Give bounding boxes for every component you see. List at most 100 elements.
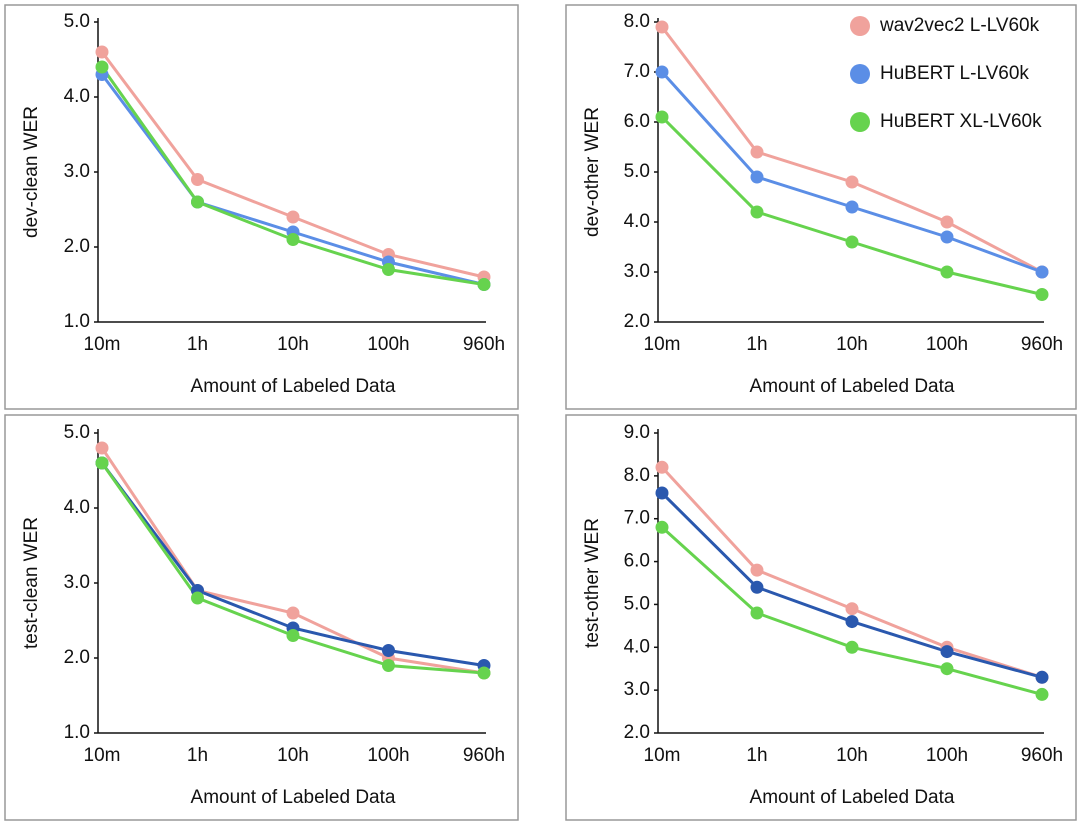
- series-line: [100, 66, 485, 286]
- y-tick-label: 1.0: [64, 311, 90, 332]
- y-axis-label: test-other WER: [582, 518, 603, 648]
- y-tick-label: 6.0: [624, 111, 650, 132]
- data-point: [477, 666, 491, 680]
- x-tick-label: 100h: [367, 745, 409, 766]
- y-tick-label: 4.0: [64, 497, 90, 518]
- data-point: [655, 110, 669, 124]
- legend-marker: [850, 16, 870, 36]
- x-tick-label: 1h: [746, 745, 767, 766]
- data-point: [845, 235, 859, 249]
- data-point: [655, 520, 669, 534]
- data-point: [750, 170, 764, 184]
- data-point: [750, 145, 764, 159]
- y-tick-label: 3.0: [64, 161, 90, 182]
- data-point: [655, 486, 669, 500]
- x-tick-label: 960h: [463, 334, 505, 355]
- y-tick-label: 2.0: [624, 722, 650, 743]
- y-tick-label: 8.0: [624, 465, 650, 486]
- data-point: [845, 640, 859, 654]
- series-line: [100, 73, 485, 286]
- panel-frame: [4, 4, 519, 410]
- data-point: [940, 645, 954, 659]
- y-tick-label: 4.0: [624, 211, 650, 232]
- y-tick-label: 2.0: [64, 236, 90, 257]
- data-point: [655, 20, 669, 34]
- legend-label: HuBERT XL-LV60k: [880, 111, 1042, 132]
- data-point: [286, 629, 300, 642]
- data-point: [940, 230, 954, 244]
- y-tick-label: 1.0: [64, 722, 90, 743]
- x-tick-label: 960h: [463, 745, 505, 766]
- x-tick-label: 960h: [1021, 334, 1063, 355]
- data-point: [655, 460, 669, 474]
- x-tick-label: 10m: [84, 334, 121, 355]
- x-tick-label: 100h: [367, 334, 409, 355]
- y-axis-label: dev-other WER: [582, 107, 603, 237]
- data-point: [382, 644, 395, 657]
- y-tick-label: 7.0: [624, 508, 650, 529]
- panel-frame: [4, 414, 519, 821]
- data-point: [1035, 265, 1049, 279]
- legend-label: HuBERT L-LV60k: [880, 63, 1029, 84]
- y-tick-label: 2.0: [624, 311, 650, 332]
- x-axis-label: Amount of Labeled Data: [750, 376, 955, 397]
- data-point: [1035, 288, 1049, 301]
- data-point: [191, 591, 204, 605]
- data-point: [845, 175, 859, 189]
- data-point: [750, 205, 764, 219]
- x-tick-label: 960h: [1021, 745, 1063, 766]
- x-tick-label: 1h: [187, 745, 208, 766]
- panel-frame: [565, 4, 1077, 410]
- data-point: [845, 602, 859, 616]
- data-point: [191, 173, 204, 186]
- legend-marker: [850, 112, 870, 132]
- data-point: [95, 60, 109, 74]
- y-tick-label: 4.0: [64, 86, 90, 107]
- y-tick-label: 7.0: [624, 61, 650, 82]
- data-point: [286, 233, 300, 246]
- x-axis-label: Amount of Labeled Data: [191, 376, 396, 397]
- y-tick-label: 2.0: [64, 647, 90, 668]
- x-tick-label: 1h: [187, 334, 208, 355]
- data-point: [940, 215, 954, 229]
- x-tick-label: 10h: [277, 745, 309, 766]
- legend-label: wav2vec2 L-LV60k: [879, 15, 1040, 36]
- x-axis-label: Amount of Labeled Data: [750, 787, 955, 808]
- x-tick-label: 10h: [836, 745, 868, 766]
- data-point: [286, 210, 300, 224]
- y-tick-label: 5.0: [624, 161, 650, 182]
- y-axis-label: dev-clean WER: [21, 106, 42, 238]
- data-point: [750, 606, 764, 620]
- x-tick-label: 10m: [644, 334, 681, 355]
- y-tick-label: 3.0: [624, 679, 650, 700]
- data-point: [1035, 687, 1049, 701]
- x-tick-label: 10m: [644, 745, 681, 766]
- data-point: [750, 580, 764, 594]
- y-tick-label: 5.0: [64, 422, 90, 443]
- x-tick-label: 1h: [746, 334, 767, 355]
- data-point: [750, 563, 764, 577]
- y-tick-label: 3.0: [64, 572, 90, 593]
- y-tick-label: 3.0: [624, 261, 650, 282]
- y-tick-label: 6.0: [624, 551, 650, 572]
- data-point: [191, 195, 204, 209]
- data-point: [286, 606, 300, 620]
- data-point: [655, 65, 669, 79]
- data-point: [95, 456, 109, 470]
- x-tick-label: 100h: [926, 334, 968, 355]
- y-tick-label: 9.0: [624, 422, 650, 443]
- y-tick-label: 5.0: [624, 593, 650, 614]
- x-tick-label: 10h: [277, 334, 309, 355]
- data-point: [1035, 670, 1049, 684]
- y-axis-label: test-clean WER: [21, 517, 42, 649]
- data-point: [940, 662, 954, 676]
- data-point: [95, 45, 109, 59]
- data-point: [940, 265, 954, 279]
- data-point: [382, 659, 395, 672]
- data-point: [845, 615, 859, 629]
- x-tick-label: 10h: [836, 334, 868, 355]
- legend-marker: [850, 64, 870, 84]
- y-tick-label: 8.0: [624, 11, 650, 32]
- x-tick-label: 100h: [926, 745, 968, 766]
